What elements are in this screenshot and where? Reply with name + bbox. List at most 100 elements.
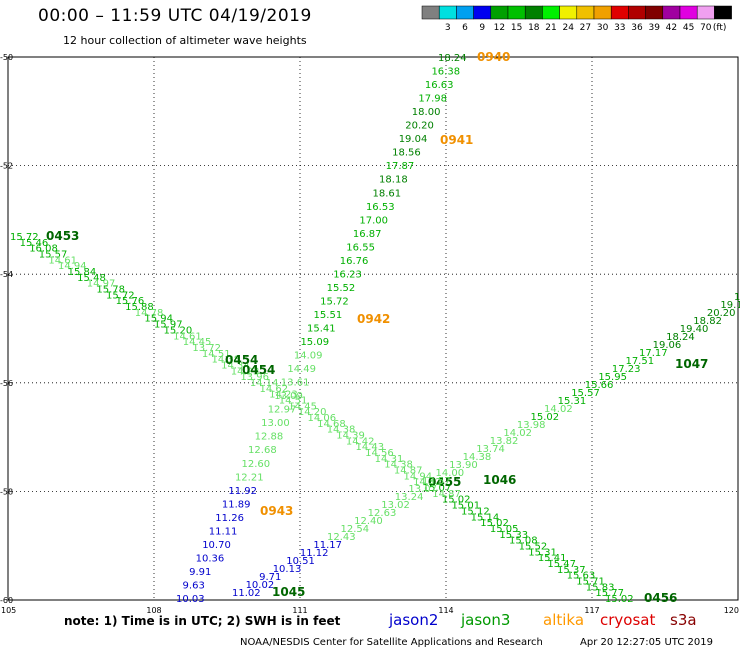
legend-label: 36	[631, 23, 643, 33]
legend-swatch	[473, 5, 492, 20]
track-a-value: 14.94	[403, 471, 432, 482]
track-a-value: 14.68	[317, 419, 346, 430]
track-a-value: 15.88	[125, 302, 154, 313]
legend-swatch	[679, 5, 698, 20]
track-b-value: 20.20	[405, 121, 434, 132]
track-b-value: 16.53	[366, 202, 395, 213]
track-a-timestamp: 0456	[644, 591, 677, 605]
track-b-value: 9.63	[183, 580, 205, 591]
track-a-value: 14.23	[231, 366, 260, 377]
legend-swatch	[507, 5, 526, 20]
track-a-value: 14.82	[413, 477, 442, 488]
track-c-value: 17.51	[625, 356, 654, 367]
track-a-value: 15.46	[20, 238, 49, 249]
track-c-value: 19.40	[680, 324, 709, 335]
track-c-value: 19.15	[720, 300, 740, 311]
track-a-timestamp: 0455	[428, 475, 461, 489]
footer: note: 1) Time is in UTC; 2) SWH is in fe…	[64, 611, 713, 648]
track-a-value: 14.38	[212, 355, 241, 366]
track-c-value: 13.02	[381, 500, 410, 511]
legend-swatch	[645, 5, 664, 20]
track-a-value: 15.78	[96, 285, 125, 296]
satellite-altika: altika	[543, 611, 584, 629]
map-grid	[7, 56, 739, 601]
y-tick-label: -58	[0, 487, 13, 496]
legend-swatch	[490, 5, 509, 20]
satellite-s3a: s3a	[670, 611, 697, 629]
track-b-value: 15.09	[300, 337, 329, 348]
track-a-value: 14.61	[173, 331, 202, 342]
legend-swatch	[662, 5, 681, 20]
track-b-value: 18.18	[379, 175, 408, 186]
track-c-value: 14.38	[463, 452, 492, 463]
legend-swatch	[696, 5, 715, 20]
legend-label: 15	[511, 23, 522, 33]
track-a-value: 14.34	[221, 360, 250, 371]
track-a-value: 15.63	[567, 571, 596, 582]
legend-swatch	[559, 5, 578, 20]
track-b-value: 12.97	[268, 405, 297, 416]
track-a-value: 15.33	[499, 530, 528, 541]
legend-unit: (ft)	[713, 23, 727, 33]
track-b-timestamp: 0941	[440, 133, 473, 147]
legend-label: 70	[700, 23, 712, 33]
track-a-value: 14.51	[279, 395, 308, 406]
legend-swatch	[593, 5, 612, 20]
track-a-value: 15.01	[451, 501, 480, 512]
track-a-value: 14.87	[432, 489, 461, 500]
track-b-value: 17.00	[359, 215, 388, 226]
track-a-value: 15.94	[144, 314, 173, 325]
track-c-timestamp: 1045	[272, 585, 305, 599]
legend-label: 30	[597, 23, 609, 33]
track-c-value: 12.40	[354, 516, 383, 527]
track-a-value: 15.02	[605, 594, 634, 605]
track-a-value: 14.39	[336, 431, 365, 442]
track-a-value: 14.45	[288, 401, 317, 412]
track-b-value: 13.09	[274, 391, 303, 402]
track-a-value: 15.72	[10, 232, 39, 243]
track-c-value: 12.63	[368, 508, 397, 519]
track-c-value: 12.43	[327, 532, 356, 543]
track-c-value: 13.90	[449, 460, 478, 471]
track-b-value: 10.03	[176, 594, 205, 605]
y-tick-label: -52	[0, 162, 13, 171]
track-a-value: 14.06	[308, 413, 337, 424]
track-b-value: 16.23	[333, 269, 362, 280]
track-b-value: 19.04	[399, 134, 428, 145]
track-b-value: 10.70	[202, 540, 231, 551]
track-b-value: 11.26	[215, 513, 244, 524]
legend-label: 6	[462, 23, 468, 33]
track-b-value: 18.00	[412, 107, 441, 118]
legend-label: 18	[528, 23, 540, 33]
track-a-value: 14.97	[87, 279, 116, 290]
track-b-value: 11.92	[228, 486, 257, 497]
track-c-value: 14.02	[544, 404, 573, 415]
color-legend: 3 6 9 12 15 18 21 24 27 30 33 36 39 42 45 70 (ft)	[421, 5, 732, 33]
legend-label: 3	[445, 23, 451, 33]
track-c-value: 11.02	[232, 588, 261, 599]
legend-swatch	[438, 5, 457, 20]
legend-label: 21	[545, 23, 556, 33]
track-c-value: 13.74	[476, 444, 505, 455]
track-b-value: 13.00	[261, 418, 290, 429]
x-tick-label: 120	[724, 606, 739, 615]
track-b-value: 16.87	[353, 229, 382, 240]
track-a-value: 14.38	[384, 460, 413, 471]
track-b-value: 18.24	[438, 53, 467, 64]
track-a-value: 15.57	[39, 250, 68, 261]
track-b-timestamp: 0943	[260, 504, 293, 518]
track-c-value: 9.71	[259, 572, 281, 583]
footer-note: note: 1) Time is in UTC; 2) SWH is in fe…	[64, 614, 341, 628]
track-b-value: 14.09	[294, 351, 323, 362]
track-c-value: 13.24	[395, 492, 424, 503]
track-a-value: 14.43	[355, 442, 384, 453]
track-c-value: 17.17	[639, 348, 668, 359]
track-b-value: 15.51	[314, 310, 343, 321]
track-c-value: 15.95	[598, 372, 627, 383]
track-b-value: 15.52	[327, 283, 356, 294]
y-tick-label: -56	[0, 379, 13, 388]
x-tick-label: 117	[584, 606, 599, 615]
track-a-value: 14.23	[269, 390, 298, 401]
track-a-value: 14.42	[346, 436, 375, 447]
